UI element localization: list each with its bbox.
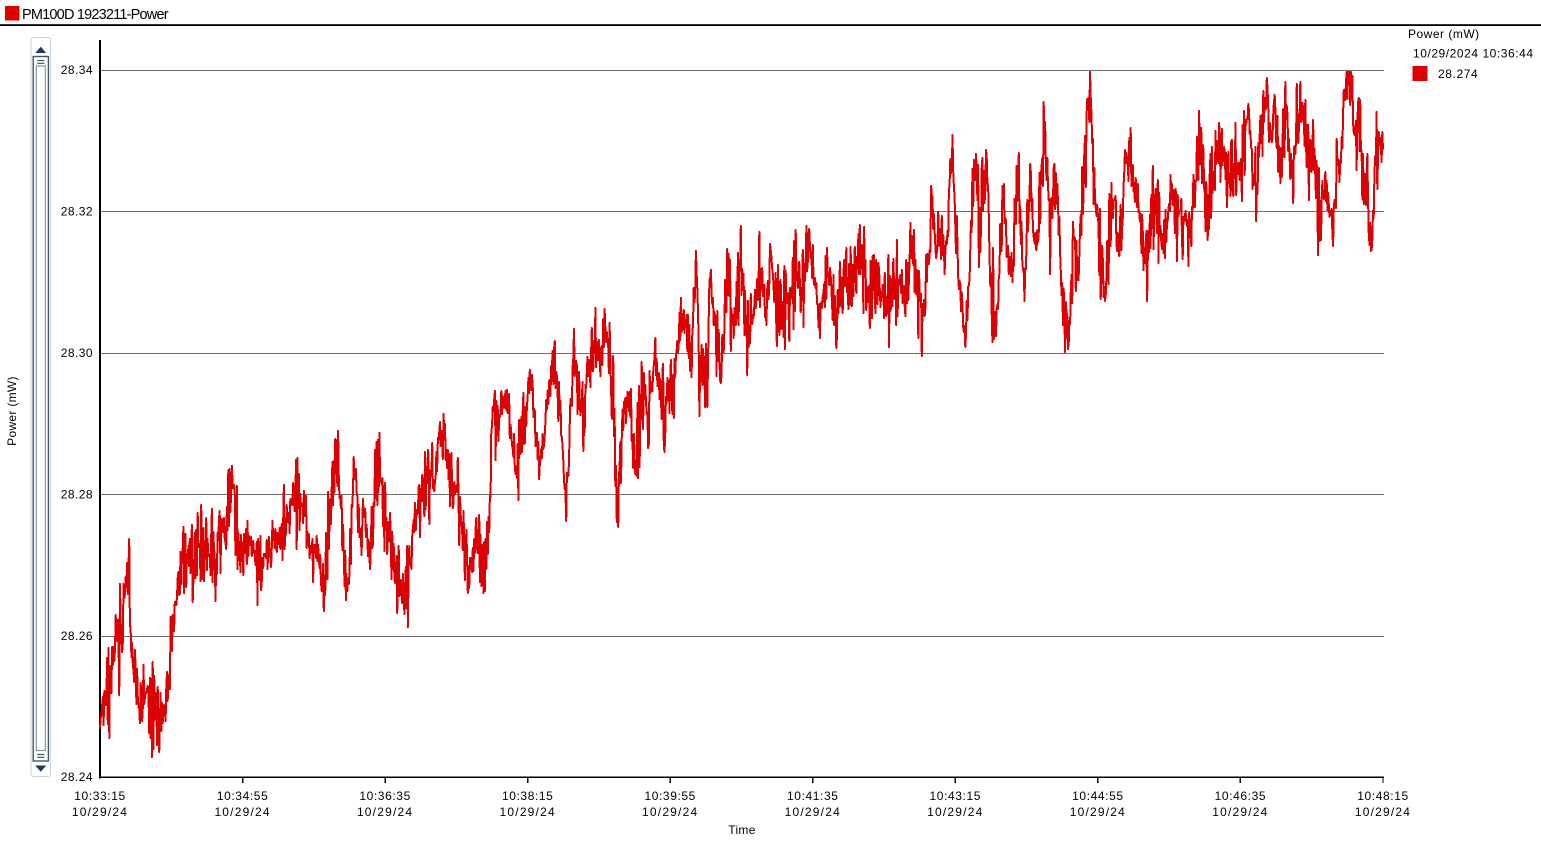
- svg-text:Power (mW): Power (mW): [5, 376, 19, 446]
- svg-text:28.24: 28.24: [61, 770, 93, 784]
- svg-text:10:34:55: 10:34:55: [217, 789, 269, 803]
- svg-text:10/29/24: 10/29/24: [927, 805, 983, 819]
- svg-text:10/29/24: 10/29/24: [1070, 805, 1126, 819]
- svg-text:28.32: 28.32: [61, 205, 93, 219]
- svg-text:28.26: 28.26: [61, 629, 93, 643]
- svg-text:10/29/24: 10/29/24: [357, 805, 413, 819]
- svg-text:Power (mW): Power (mW): [1408, 27, 1480, 41]
- svg-text:PM100D 1923211-Power: PM100D 1923211-Power: [22, 7, 169, 23]
- svg-text:10:38:15: 10:38:15: [502, 789, 554, 803]
- svg-text:10/29/24: 10/29/24: [1212, 805, 1268, 819]
- svg-text:10:43:15: 10:43:15: [930, 789, 982, 803]
- svg-text:10:39:55: 10:39:55: [644, 789, 696, 803]
- svg-text:Time: Time: [728, 823, 755, 837]
- svg-text:10/29/24: 10/29/24: [785, 805, 841, 819]
- svg-text:10/29/24: 10/29/24: [1355, 805, 1411, 819]
- svg-text:10/29/24: 10/29/24: [642, 805, 698, 819]
- svg-text:10:48:15: 10:48:15: [1357, 789, 1409, 803]
- svg-text:28.30: 28.30: [61, 346, 93, 360]
- svg-text:10/29/2024 10:36:44: 10/29/2024 10:36:44: [1413, 47, 1534, 61]
- svg-text:10:46:35: 10:46:35: [1215, 789, 1267, 803]
- svg-text:28.274: 28.274: [1438, 67, 1478, 81]
- svg-text:10:36:35: 10:36:35: [359, 789, 411, 803]
- svg-text:10/29/24: 10/29/24: [72, 805, 128, 819]
- svg-text:28.28: 28.28: [61, 487, 93, 501]
- svg-text:10:41:35: 10:41:35: [787, 789, 839, 803]
- svg-text:10:44:55: 10:44:55: [1072, 789, 1124, 803]
- svg-text:10/29/24: 10/29/24: [214, 805, 270, 819]
- svg-text:10:33:15: 10:33:15: [74, 789, 126, 803]
- svg-text:10/29/24: 10/29/24: [500, 805, 556, 819]
- svg-text:28.34: 28.34: [61, 63, 93, 77]
